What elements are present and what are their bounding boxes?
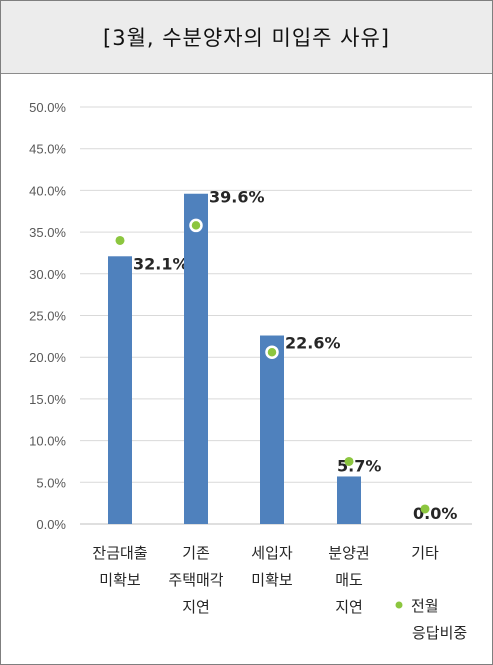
category-label: 미확보 bbox=[251, 571, 293, 589]
category-label: 기타 bbox=[411, 544, 439, 562]
y-tick-label: 40.0% bbox=[29, 183, 66, 198]
y-tick-label: 50.0% bbox=[29, 100, 66, 115]
prev-month-marker bbox=[420, 504, 430, 514]
data-label: 0.0% bbox=[413, 504, 457, 523]
prev-month-marker bbox=[189, 218, 203, 233]
data-label: 22.6% bbox=[285, 334, 341, 353]
category-label: 잔금대출 bbox=[92, 544, 147, 562]
prev-month-marker bbox=[265, 345, 279, 359]
y-tick-label: 25.0% bbox=[29, 309, 66, 324]
y-tick-label: 15.0% bbox=[29, 392, 66, 407]
chart-header: [3월, 수분양자의 미입주 사유] bbox=[1, 1, 492, 74]
prev-month-marker bbox=[344, 456, 354, 466]
bar bbox=[184, 193, 208, 524]
y-tick-label: 0.0% bbox=[36, 517, 66, 532]
category-label: 분양권 bbox=[328, 544, 369, 562]
category-label: 매도 bbox=[335, 571, 363, 589]
category-label: 세입자 bbox=[251, 544, 293, 562]
legend-label: 응답비중 bbox=[412, 624, 467, 642]
category-label: 지연 bbox=[335, 598, 363, 616]
y-tick-label: 30.0% bbox=[29, 267, 66, 282]
y-tick-label: 20.0% bbox=[29, 350, 66, 365]
data-label: 5.7% bbox=[337, 456, 381, 475]
category-label: 미확보 bbox=[99, 571, 141, 589]
y-tick-label: 45.0% bbox=[29, 142, 66, 157]
data-label: 39.6% bbox=[209, 188, 265, 207]
data-label: 32.1% bbox=[133, 254, 189, 273]
bar bbox=[337, 476, 361, 524]
prev-month-marker bbox=[115, 235, 125, 245]
legend-label: 전월 bbox=[411, 597, 439, 615]
y-tick-label: 10.0% bbox=[29, 434, 66, 449]
bar bbox=[108, 256, 132, 524]
category-label: 기존 bbox=[182, 544, 210, 562]
legend-marker bbox=[395, 601, 403, 609]
y-tick-label: 35.0% bbox=[29, 225, 66, 240]
category-label: 지연 bbox=[182, 598, 210, 616]
bar bbox=[260, 335, 284, 524]
chart-title: [3월, 수분양자의 미입주 사유] bbox=[103, 26, 390, 50]
y-tick-label: 5.0% bbox=[36, 475, 66, 490]
category-label: 주택매각 bbox=[168, 571, 223, 589]
